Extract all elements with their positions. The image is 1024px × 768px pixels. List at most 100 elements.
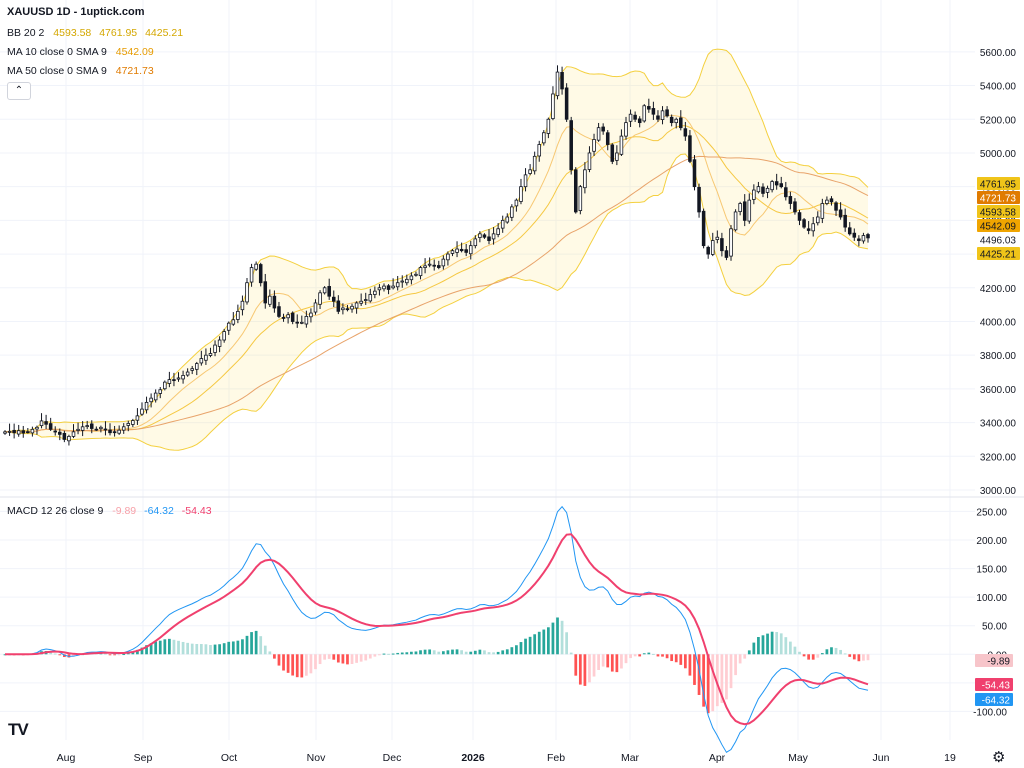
macd-histogram-bar bbox=[556, 617, 559, 655]
legend-ma50[interactable]: MA 50 close 0 SMA 9 4721.73 bbox=[7, 64, 159, 78]
price-tag-bg bbox=[977, 219, 1020, 232]
macd-tag-text: -54.43 bbox=[982, 681, 1011, 692]
macd-histogram-bar bbox=[446, 650, 450, 655]
macd-histogram-bar bbox=[218, 644, 221, 655]
candle-body bbox=[446, 253, 450, 261]
price-axis[interactable]: 5600.005400.005200.005000.004800.004600.… bbox=[980, 48, 1017, 497]
candle-body bbox=[656, 115, 660, 120]
macd-histogram-bar bbox=[254, 630, 258, 655]
macd-histogram-bar bbox=[524, 638, 527, 655]
macd-tag-text: -64.32 bbox=[982, 696, 1011, 707]
macd-histogram-bar bbox=[656, 654, 660, 657]
macd-histogram-bar bbox=[460, 650, 463, 655]
candle-body bbox=[21, 430, 26, 434]
candle-body bbox=[779, 183, 784, 188]
macd-histogram-bar bbox=[802, 654, 806, 657]
macd-histogram-bar bbox=[793, 646, 797, 655]
macd-histogram-bar bbox=[469, 651, 473, 655]
macd-histogram-bar bbox=[606, 654, 610, 668]
candle-body bbox=[327, 286, 331, 297]
legend-bollinger[interactable]: BB 20 2 4593.58 4761.95 4425.21 bbox=[7, 26, 188, 40]
macd-histogram-bar bbox=[597, 654, 600, 670]
macd-histogram-bar bbox=[410, 651, 413, 655]
candle-body bbox=[131, 420, 135, 425]
macd-histogram-bar bbox=[652, 653, 655, 655]
time-tick-label: Mar bbox=[621, 752, 640, 764]
candle-body bbox=[258, 264, 263, 284]
candle-body bbox=[847, 227, 852, 235]
legend-ma50-label: MA 50 close 0 SMA 9 bbox=[7, 65, 107, 77]
candle-body bbox=[784, 187, 788, 198]
legend-ma10[interactable]: MA 10 close 0 SMA 9 4542.09 bbox=[7, 45, 159, 59]
time-tick-label: Sep bbox=[134, 752, 153, 764]
candle-body bbox=[720, 238, 724, 252]
candle-body bbox=[820, 203, 825, 219]
candle-body bbox=[500, 219, 505, 229]
candle-body bbox=[263, 281, 268, 304]
macd-histogram-bar bbox=[798, 651, 801, 655]
candle-body bbox=[245, 282, 249, 303]
macd-histogram-bar bbox=[738, 654, 742, 664]
legend-bb-label: BB 20 2 bbox=[7, 27, 45, 39]
macd-histogram-bar bbox=[620, 654, 623, 669]
candle-body bbox=[838, 209, 843, 218]
candle-body bbox=[58, 431, 62, 435]
macd-histogram-bar bbox=[273, 654, 276, 659]
macd-histogram-bar bbox=[542, 629, 546, 655]
candle-body bbox=[724, 250, 729, 258]
macd-histogram-bar bbox=[359, 654, 363, 662]
candle-body bbox=[318, 292, 322, 305]
candle-body bbox=[450, 250, 455, 254]
macd-histogram-bar bbox=[140, 647, 144, 655]
macd-histogram-bar bbox=[282, 654, 285, 671]
macd-histogram-bar bbox=[839, 649, 842, 655]
candle-body bbox=[555, 71, 560, 97]
ma50-line bbox=[4, 155, 869, 433]
macd-histogram-bar bbox=[318, 654, 322, 665]
candle-body bbox=[217, 339, 222, 347]
candle-body bbox=[414, 273, 418, 276]
macd-tag-bg bbox=[975, 678, 1013, 691]
macd-histogram-bar bbox=[309, 654, 313, 674]
candle-body bbox=[560, 72, 564, 90]
macd-histogram-bar bbox=[515, 645, 518, 655]
candle-body bbox=[692, 159, 697, 188]
macd-histogram-bar bbox=[533, 634, 537, 655]
candle-body bbox=[637, 118, 642, 124]
candle-body bbox=[729, 228, 733, 257]
time-tick-label: Nov bbox=[307, 752, 326, 764]
macd-histogram-bar bbox=[487, 652, 491, 655]
price-tag-text: 4425.21 bbox=[980, 250, 1017, 261]
macd-histogram-bar bbox=[848, 654, 852, 657]
legend-macd[interactable]: MACD 12 26 close 9 -9.89 -64.32 -54.43 bbox=[7, 504, 217, 518]
macd-histogram-bar bbox=[551, 622, 555, 655]
macd-histogram-bar bbox=[241, 639, 244, 655]
time-axis[interactable]: Aug Sep Oct Nov Dec 2026 Feb Mar Apr May Jun 19 bbox=[57, 752, 956, 764]
macd-histogram-bar bbox=[368, 654, 372, 659]
price-tag-bg bbox=[977, 177, 1020, 190]
macd-histogram-bar bbox=[323, 654, 326, 660]
macd-histogram-bar bbox=[574, 654, 578, 676]
candle-body bbox=[596, 127, 601, 141]
macd-histogram-bar bbox=[830, 647, 833, 655]
macd-histogram-bar bbox=[752, 642, 756, 655]
candle-body bbox=[537, 144, 542, 157]
macd-histogram-bar bbox=[190, 643, 194, 655]
candle-body bbox=[44, 421, 48, 425]
macd-histogram-bar bbox=[866, 654, 870, 661]
chevron-up-icon[interactable]: ⌃ bbox=[7, 82, 31, 100]
gear-icon[interactable]: ⚙ bbox=[992, 749, 1006, 766]
macd-tick-label: -100.00 bbox=[973, 707, 1007, 718]
macd-histogram-bar bbox=[387, 653, 390, 655]
candle-body bbox=[272, 295, 277, 309]
candle-body bbox=[181, 375, 185, 380]
candle-body bbox=[765, 187, 770, 193]
candle-body bbox=[240, 300, 245, 311]
macd-tick-label: 100.00 bbox=[976, 593, 1007, 604]
candle-body bbox=[423, 265, 427, 268]
macd-histogram-bar bbox=[706, 654, 710, 714]
candle-body bbox=[391, 285, 395, 289]
macd-histogram-bar bbox=[423, 649, 427, 655]
tradingview-logo-icon[interactable]: TV bbox=[8, 720, 29, 739]
